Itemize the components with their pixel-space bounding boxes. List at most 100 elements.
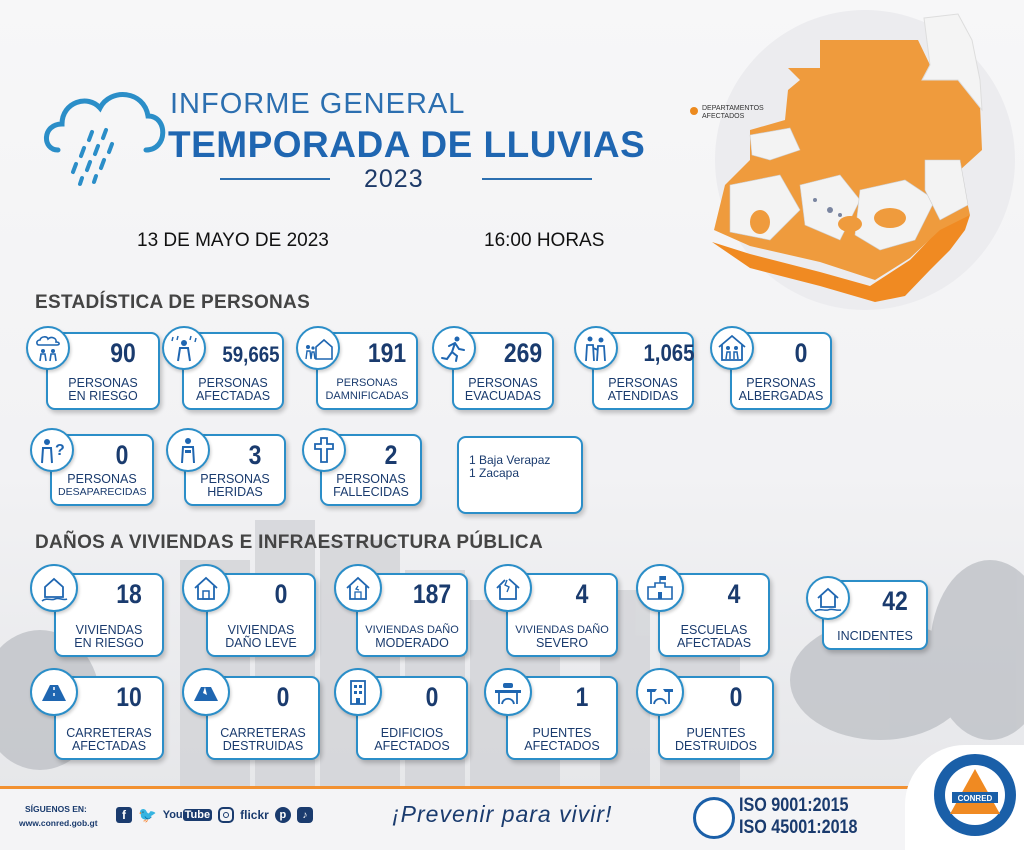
- stat-card: 1,065 PERSONAS ATENDIDAS: [592, 332, 695, 410]
- report-year: 2023: [364, 165, 424, 193]
- stat-label: AFECTADAS: [71, 739, 147, 753]
- house-icon: [182, 564, 230, 612]
- rain-cloud-icon: [44, 92, 166, 186]
- stat-label: INCIDENTES: [837, 629, 913, 643]
- shelter-icon: [710, 326, 754, 370]
- infra-section-title: DAÑOS A VIVIENDAS E INFRAESTRUCTURA PÚBL…: [35, 532, 543, 553]
- bridge-icon: [484, 668, 532, 716]
- rain-people-icon: [26, 326, 70, 370]
- facebook-icon[interactable]: f: [116, 807, 132, 823]
- stat-label: PERSONAS: [67, 472, 137, 486]
- conred-logo: CONRED: [934, 754, 1016, 836]
- tiktok-icon[interactable]: ♪: [296, 807, 313, 823]
- social-links: f 🐦 You Tube flickr p ♪: [116, 806, 313, 824]
- stat-label: ATENDIDAS: [607, 389, 679, 403]
- incident-house-icon: [806, 576, 850, 620]
- stat-label: VIVIENDAS DAÑO: [515, 624, 609, 636]
- pinterest-icon[interactable]: p: [274, 807, 291, 823]
- stat-value: 59,665: [222, 342, 280, 367]
- stat-value: 1: [575, 682, 589, 712]
- iso-9001-label: ISO 9001:2015: [739, 795, 849, 816]
- house-risk-icon: [30, 564, 78, 612]
- deaths-note-line: 1 Zacapa: [469, 466, 520, 480]
- instagram-icon[interactable]: [218, 807, 235, 823]
- iso-45001-label: ISO 45001:2018: [739, 817, 858, 838]
- stat-value: 42: [882, 586, 908, 616]
- deaths-note-card: 1 Baja Verapaz 1 Zacapa: [457, 436, 583, 514]
- footer-divider: [0, 786, 1024, 789]
- road-icon: [30, 668, 78, 716]
- stat-label: PERSONAS: [468, 376, 538, 390]
- stat-label: PERSONAS: [746, 376, 816, 390]
- title-divider-left: [220, 178, 330, 180]
- stat-label: PERSONAS: [68, 376, 138, 390]
- stat-label: DAÑO LEVE: [225, 636, 297, 650]
- missing-person-icon: ?: [30, 428, 74, 472]
- stat-label: PERSONAS: [336, 472, 406, 486]
- bridge-destroyed-icon: [636, 668, 684, 716]
- stat-value: 4: [727, 579, 741, 609]
- stat-label: DAMNIFICADAS: [325, 390, 409, 402]
- stat-label: AFECTADAS: [676, 636, 752, 650]
- stat-label: AFECTADAS: [195, 389, 271, 403]
- website-link[interactable]: www.conred.gob.gt: [19, 818, 98, 828]
- stat-value: 0: [115, 440, 129, 470]
- report-date: 13 DE MAYO DE 2023: [137, 230, 329, 251]
- stat-label: VIVIENDAS: [227, 623, 295, 637]
- stat-label: VIVIENDAS DAÑO: [365, 624, 459, 636]
- report-time: 16:00 HORAS: [484, 230, 605, 251]
- stat-label: MODERADO: [375, 636, 449, 650]
- stat-label: PERSONAS: [608, 376, 678, 390]
- road-destroyed-icon: [182, 668, 230, 716]
- injured-person-icon: [166, 428, 210, 472]
- stat-label: PERSONAS: [336, 377, 398, 389]
- stat-value: 4: [575, 579, 589, 609]
- stat-label: EVACUADAS: [464, 389, 542, 403]
- stat-label: EDIFICIOS: [380, 726, 444, 740]
- stat-label: VIVIENDAS: [75, 623, 143, 637]
- stat-value: 269: [503, 338, 543, 368]
- stat-label: EN RIESGO: [74, 636, 144, 650]
- stat-label: PUENTES: [532, 726, 592, 740]
- stat-label: EN RIESGO: [68, 389, 138, 403]
- stat-value: 191: [367, 338, 407, 368]
- stat-value: 187: [412, 579, 452, 609]
- school-icon: [636, 564, 684, 612]
- stat-value: 10: [116, 682, 142, 712]
- flickr-icon[interactable]: flickr: [240, 808, 269, 822]
- svg-text:?: ?: [55, 442, 65, 459]
- stat-label: FALLECIDAS: [333, 485, 409, 499]
- youtube-icon[interactable]: You Tube: [162, 809, 213, 821]
- stat-value: 0: [274, 579, 288, 609]
- stat-value: 0: [729, 682, 743, 712]
- guatemala-map: [712, 10, 1015, 310]
- stat-card: 90 PERSONAS EN RIESGO: [46, 332, 160, 410]
- twitter-icon[interactable]: 🐦: [138, 807, 157, 824]
- stat-value: 0: [425, 682, 439, 712]
- family-house-icon: [296, 326, 340, 370]
- stat-label: AFECTADOS: [524, 739, 600, 753]
- report-title: INFORME GENERAL: [170, 88, 466, 120]
- house-damage-icon: [334, 564, 382, 612]
- running-person-icon: [432, 326, 476, 370]
- report-subtitle: TEMPORADA DE LLUVIAS: [168, 124, 646, 165]
- stat-value: 2: [384, 440, 398, 470]
- stat-label: ALBERGADAS: [738, 389, 824, 403]
- stat-label: PERSONAS: [198, 376, 268, 390]
- stat-label: PERSONAS: [200, 472, 270, 486]
- stat-value: 3: [248, 440, 262, 470]
- stat-value: 0: [276, 682, 290, 712]
- legend-dot: [690, 107, 698, 115]
- building-icon: [334, 668, 382, 716]
- stat-label: ESCUELAS: [680, 623, 748, 637]
- stat-label: HERIDAS: [207, 485, 263, 499]
- house-severe-icon: [484, 564, 532, 612]
- title-divider-right: [482, 178, 592, 180]
- people-section-title: ESTADÍSTICA DE PERSONAS: [35, 292, 311, 313]
- stat-value: 0: [794, 338, 808, 368]
- deaths-note-line: 1 Baja Verapaz: [469, 453, 551, 467]
- logo-text: CONRED: [958, 794, 993, 803]
- stat-value: 90: [110, 338, 136, 368]
- stat-value: 18: [116, 579, 142, 609]
- stat-value: 1,065: [643, 340, 695, 367]
